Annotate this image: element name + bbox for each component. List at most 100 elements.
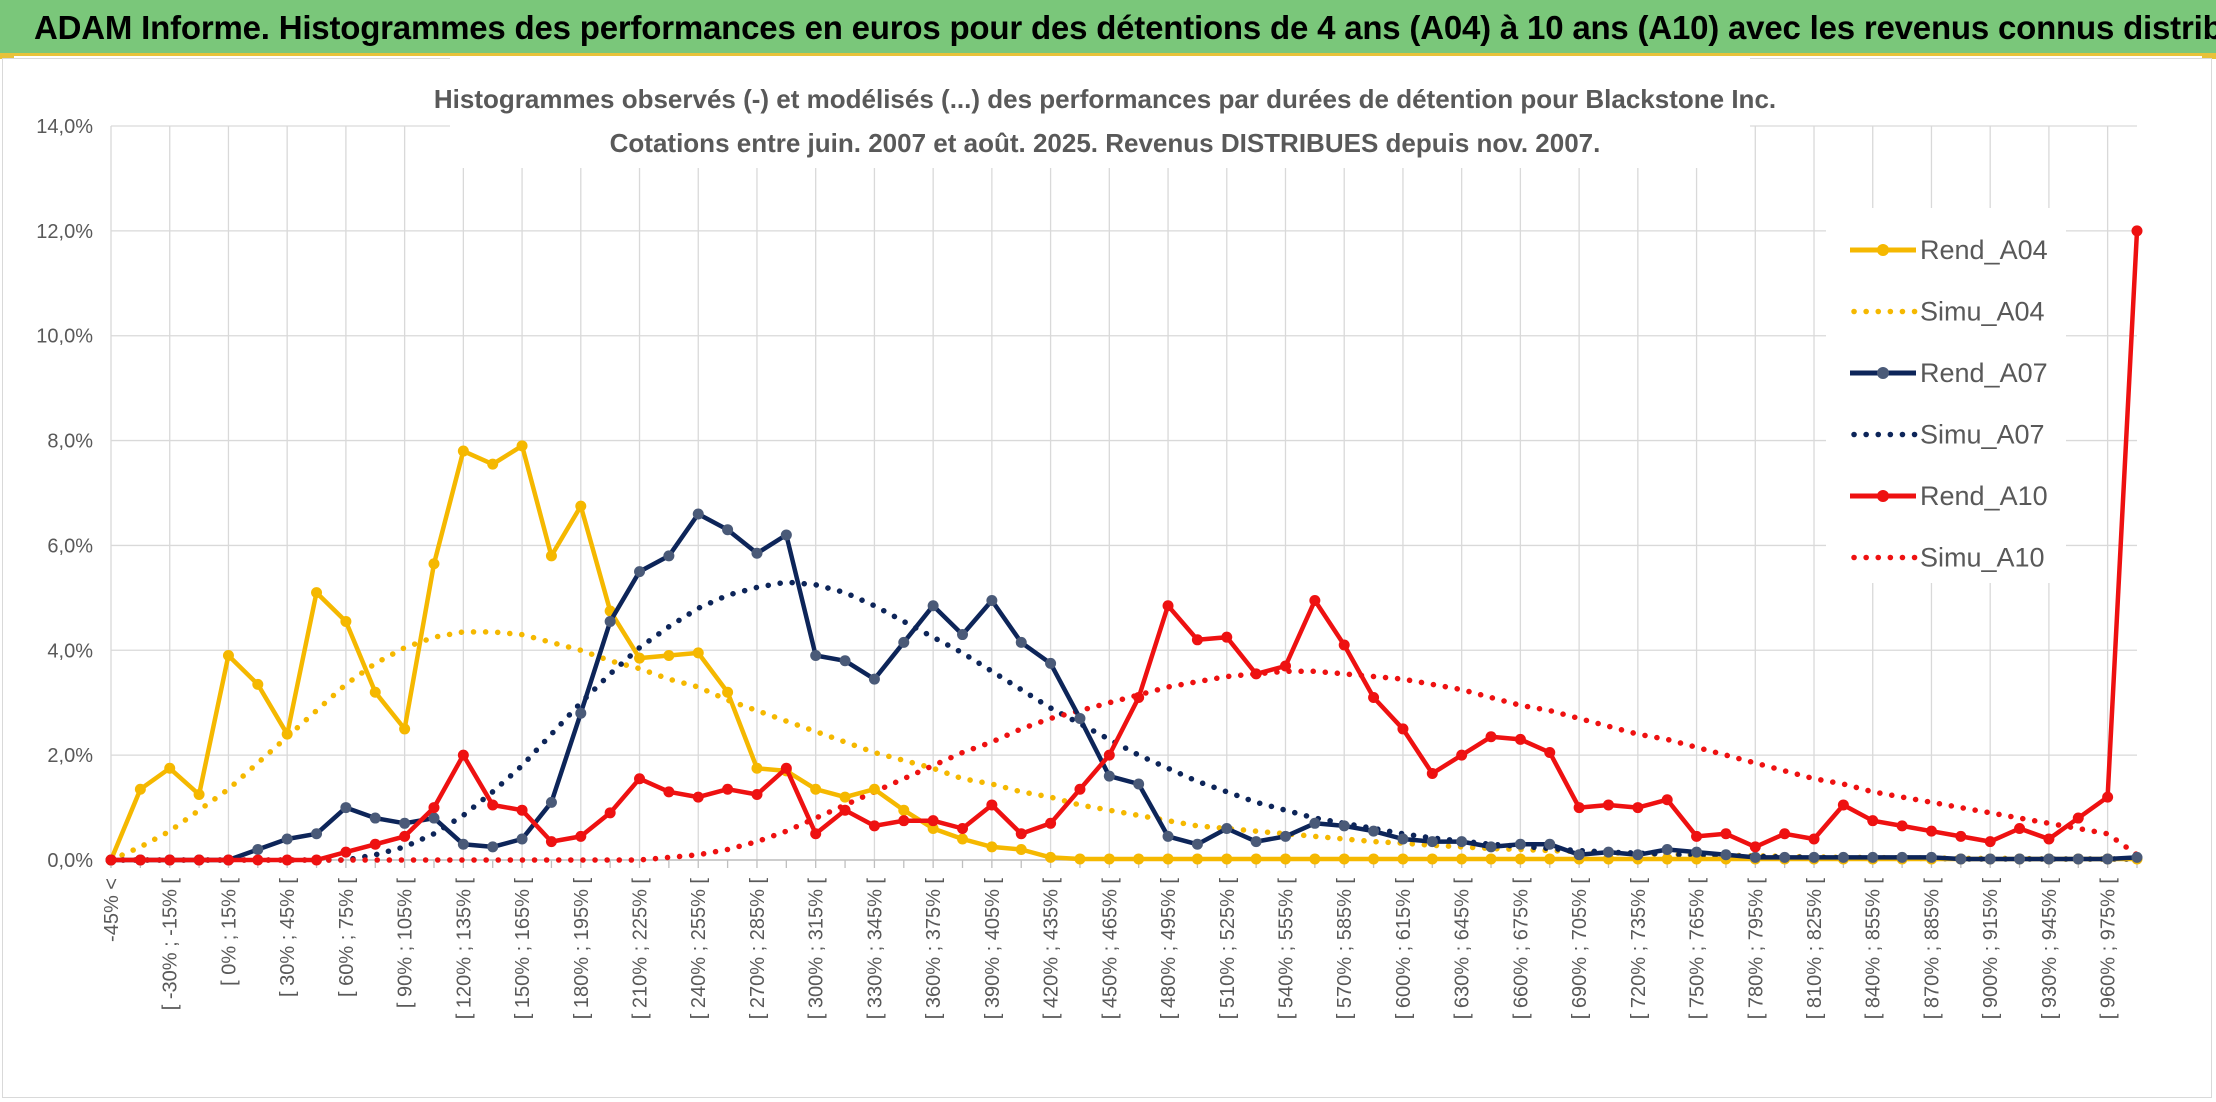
data-point bbox=[222, 854, 234, 866]
data-point bbox=[1955, 853, 1967, 865]
data-point bbox=[1015, 828, 1027, 840]
data-point bbox=[1162, 830, 1174, 842]
data-point bbox=[399, 830, 411, 842]
data-point bbox=[634, 773, 646, 785]
data-point bbox=[1015, 636, 1027, 648]
x-tick-label: -45% < bbox=[101, 878, 123, 942]
x-tick-label: [ 960% ; 975% [ bbox=[2098, 878, 2120, 1020]
x-tick-label: [ 390% ; 405% [ bbox=[982, 878, 1004, 1020]
data-point bbox=[1250, 668, 1262, 680]
data-point bbox=[751, 788, 763, 800]
data-point bbox=[1397, 833, 1409, 845]
data-point bbox=[1368, 853, 1380, 865]
banner-corner-left bbox=[0, 55, 14, 59]
data-point bbox=[105, 854, 117, 866]
data-point bbox=[1837, 799, 1849, 811]
y-tick-label: 12,0% bbox=[36, 221, 93, 243]
data-point bbox=[868, 820, 880, 832]
data-point bbox=[927, 823, 939, 835]
legend-label: Simu_A07 bbox=[1920, 420, 2045, 450]
data-point bbox=[1426, 767, 1438, 779]
data-point bbox=[898, 636, 910, 648]
data-point bbox=[868, 783, 880, 795]
data-point bbox=[1955, 830, 1967, 842]
data-point bbox=[927, 815, 939, 827]
y-tick-label: 4,0% bbox=[47, 640, 93, 662]
data-point bbox=[2131, 851, 2143, 863]
data-point bbox=[1368, 691, 1380, 703]
data-point bbox=[311, 587, 323, 599]
data-point bbox=[1456, 853, 1468, 865]
legend-label: Rend_A04 bbox=[1920, 235, 2048, 265]
data-point bbox=[1368, 825, 1380, 837]
banner-title: ADAM Informe. Histogrammes des performan… bbox=[34, 9, 2216, 46]
data-point bbox=[2043, 833, 2055, 845]
data-point bbox=[1397, 723, 1409, 735]
data-point bbox=[134, 783, 146, 795]
data-point bbox=[986, 594, 998, 606]
data-point bbox=[1984, 853, 1996, 865]
data-point bbox=[780, 529, 792, 541]
data-point bbox=[1720, 828, 1732, 840]
data-point bbox=[1867, 851, 1879, 863]
data-point bbox=[1632, 802, 1644, 814]
y-tick-label: 10,0% bbox=[36, 326, 93, 348]
data-point bbox=[252, 844, 264, 856]
data-point bbox=[575, 830, 587, 842]
data-point bbox=[1808, 851, 1820, 863]
data-point bbox=[487, 799, 499, 811]
chart-legend: Rend_A04 Simu_A04 Rend_A07 Simu_A07 Rend_A10… bbox=[1826, 208, 2066, 583]
x-tick-label: [ 780% ; 795% [ bbox=[1745, 878, 1767, 1020]
data-point bbox=[1162, 853, 1174, 865]
data-point bbox=[1749, 841, 1761, 853]
legend-item-rend-a07: Rend_A07 bbox=[1850, 358, 2048, 388]
x-tick-label: [ 870% ; 885% [ bbox=[1921, 878, 1943, 1020]
data-point bbox=[1779, 828, 1791, 840]
data-point bbox=[1309, 817, 1321, 829]
data-point bbox=[1896, 851, 1908, 863]
series-line-rend_a07 bbox=[111, 511, 2138, 863]
data-point bbox=[2072, 812, 2084, 824]
data-point bbox=[1544, 838, 1556, 850]
data-point bbox=[545, 796, 557, 808]
data-point bbox=[516, 833, 528, 845]
data-point bbox=[193, 854, 205, 866]
data-point bbox=[663, 786, 675, 798]
x-tick-label: [ 630% ; 645% [ bbox=[1452, 878, 1474, 1020]
legend-label: Rend_A07 bbox=[1920, 358, 2048, 388]
x-tick-label: [ 570% ; 585% [ bbox=[1334, 878, 1356, 1020]
data-point bbox=[1925, 825, 1937, 837]
data-point bbox=[575, 707, 587, 719]
data-point bbox=[1867, 815, 1879, 827]
data-point bbox=[1661, 794, 1673, 806]
data-point bbox=[1426, 853, 1438, 865]
data-point bbox=[1279, 660, 1291, 672]
data-point bbox=[663, 550, 675, 562]
data-point bbox=[722, 783, 734, 795]
data-point bbox=[2102, 791, 2114, 803]
x-tick-label: [ 720% ; 735% [ bbox=[1628, 878, 1650, 1020]
title-banner: ADAM Informe. Histogrammes des performan… bbox=[0, 0, 2216, 56]
y-axis: 0,0% 2,0% 4,0% 6,0% 8,0% 10,0% 12,0% 14,0% bbox=[36, 116, 93, 872]
data-point bbox=[751, 762, 763, 774]
data-point bbox=[252, 678, 264, 690]
data-point bbox=[2102, 853, 2114, 865]
data-point bbox=[1602, 846, 1614, 858]
x-tick-label: [ 330% ; 345% [ bbox=[864, 878, 886, 1020]
x-tick-label: [ 750% ; 765% [ bbox=[1687, 878, 1709, 1020]
x-tick-label: [ 240% ; 255% [ bbox=[688, 878, 710, 1020]
data-point bbox=[692, 791, 704, 803]
data-point bbox=[1456, 749, 1468, 761]
legend-label: Rend_A10 bbox=[1920, 481, 2048, 511]
x-tick-label: [ 510% ; 525% [ bbox=[1217, 878, 1239, 1020]
legend-item-simu-a04: Simu_A04 bbox=[1851, 297, 2045, 327]
data-point bbox=[1573, 849, 1585, 861]
data-point bbox=[1573, 802, 1585, 814]
data-point bbox=[1632, 849, 1644, 861]
data-point bbox=[986, 841, 998, 853]
data-point bbox=[1103, 770, 1115, 782]
data-point bbox=[1162, 600, 1174, 612]
data-point bbox=[1103, 853, 1115, 865]
data-point bbox=[2014, 823, 2026, 835]
data-point bbox=[868, 673, 880, 685]
